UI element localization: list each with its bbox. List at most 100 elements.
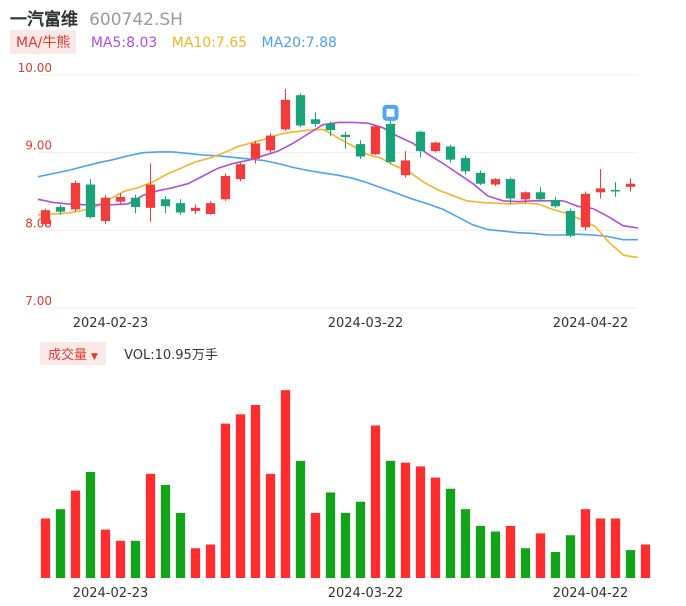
candle-body: [475, 172, 486, 184]
volume-x-tick-label: 2024-04-22: [553, 586, 629, 601]
candle-body: [550, 200, 561, 207]
volume-bar: [595, 518, 606, 578]
candle-body: [70, 182, 81, 210]
volume-bar: [325, 492, 336, 578]
candle-body: [595, 188, 606, 193]
candle-body: [580, 193, 591, 228]
volume-bar: [610, 518, 621, 578]
volume-bar: [190, 548, 201, 578]
ma20-line: [37, 151, 638, 241]
candle-body: [535, 192, 546, 200]
volume-bar: [445, 488, 456, 578]
volume-bar: [70, 490, 81, 578]
x-tick-label: 2024-03-22: [328, 316, 404, 331]
ma-legend: MA/牛熊 MA5:8.03 MA10:7.65 MA20:7.88: [10, 30, 337, 54]
volume-bar: [430, 477, 441, 578]
volume-bar: [580, 509, 591, 578]
candle-body: [415, 131, 426, 152]
candle-body: [385, 123, 396, 162]
volume-value: VOL:10.95万手: [124, 348, 218, 363]
volume-bar: [565, 535, 576, 578]
candle-body: [445, 146, 456, 160]
candle-body: [355, 144, 366, 157]
volume-bar: [295, 460, 306, 578]
candle-body: [460, 158, 471, 172]
volume-bar: [115, 540, 126, 578]
candle-body: [565, 210, 576, 236]
volume-bar: [100, 529, 111, 578]
y-tick-label: 9.00: [25, 139, 52, 153]
candle-body: [145, 184, 156, 208]
y-tick-label: 7.00: [25, 294, 52, 308]
volume-bar: [205, 544, 216, 578]
y-tick-label: 10.00: [18, 61, 52, 75]
volume-indicator-selector[interactable]: 成交量 ▼: [40, 342, 106, 365]
volume-bar: [640, 544, 651, 578]
ma10-line: [37, 128, 639, 259]
candle-body: [85, 184, 96, 218]
candle-body: [100, 197, 111, 222]
volume-bar: [460, 509, 471, 578]
volume-bar: [40, 518, 51, 578]
volume-bar: [625, 550, 636, 578]
event-marker-inner: [386, 108, 395, 117]
volume-legend: 成交量 ▼ VOL:10.95万手: [40, 342, 218, 365]
candle-body: [235, 164, 246, 180]
volume-bar: [250, 405, 261, 578]
candle-body: [220, 175, 231, 200]
volume-bar: [85, 471, 96, 578]
volume-bar: [415, 466, 426, 578]
volume-bar: [145, 473, 156, 578]
volume-bar: [175, 512, 186, 578]
x-tick-label: 2024-02-23: [73, 316, 149, 331]
volume-bar: [160, 485, 171, 578]
ma20-label: MA20:7.88: [261, 35, 337, 51]
candle-body: [265, 135, 276, 151]
volume-bar: [55, 509, 66, 578]
candle-body: [160, 199, 171, 207]
candle-body: [340, 134, 351, 138]
candle-body: [40, 210, 51, 225]
volume-bar: [490, 531, 501, 578]
volume-bar: [130, 540, 141, 578]
volume-bar: [280, 390, 291, 578]
candle-body: [130, 197, 141, 208]
candle-body: [55, 207, 66, 212]
candle-body: [115, 196, 126, 202]
volume-indicator-label: 成交量: [48, 348, 88, 363]
volume-bar: [355, 501, 366, 578]
volume-x-tick-label: 2024-02-23: [73, 586, 149, 601]
candle-body: [280, 99, 291, 130]
candle-body: [610, 189, 621, 192]
stock-code: 600742.SH: [89, 10, 183, 30]
stock-header: 一汽富维 600742.SH: [10, 5, 183, 30]
x-tick-label: 2024-04-22: [553, 316, 629, 331]
candle-body: [205, 203, 216, 215]
ma-indicator-selector[interactable]: MA/牛熊: [10, 30, 77, 54]
candle-body: [520, 192, 531, 200]
volume-bar: [220, 423, 231, 578]
volume-x-tick-label: 2024-03-22: [328, 586, 404, 601]
candle-body: [250, 143, 261, 159]
stock-name: 一汽富维: [10, 10, 78, 30]
candle-body: [190, 207, 201, 211]
volume-bar: [235, 414, 246, 578]
candle-body: [295, 95, 306, 126]
volume-bar: [475, 525, 486, 578]
volume-bar: [370, 425, 381, 578]
ma5-label: MA5:8.03: [90, 35, 158, 51]
candle-body: [175, 203, 186, 213]
volume-bar: [400, 462, 411, 578]
volume-bar: [265, 473, 276, 578]
candle-body: [325, 123, 336, 131]
volume-bar: [340, 512, 351, 578]
dropdown-arrow-icon: ▼: [91, 352, 98, 362]
candle-body: [400, 160, 411, 176]
candle-body: [370, 126, 381, 155]
volume-bar: [505, 525, 516, 578]
candle-body: [490, 179, 501, 185]
volume-bar: [385, 460, 396, 578]
candle-body: [430, 142, 441, 152]
candle-body: [625, 183, 636, 187]
